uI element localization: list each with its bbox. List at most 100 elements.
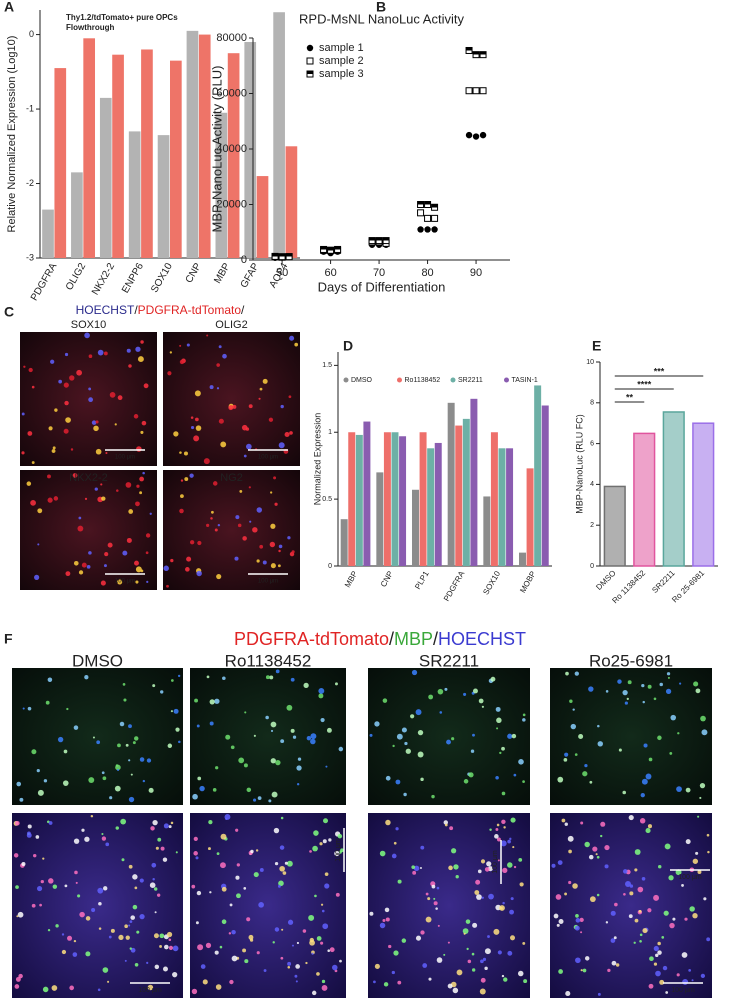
cell: [128, 924, 131, 927]
cell: [114, 785, 121, 792]
cell: [479, 988, 486, 995]
cell: [64, 884, 68, 888]
y-tick-label: 0: [241, 254, 247, 266]
point: [472, 51, 480, 59]
x-tick-label: ENPP6: [120, 261, 146, 295]
cell: [272, 941, 275, 944]
cell: [91, 908, 96, 913]
cell: [114, 423, 117, 426]
cell: [564, 822, 568, 826]
cell: [151, 862, 157, 868]
cell: [270, 721, 277, 728]
cell: [379, 850, 386, 857]
cell: [328, 838, 332, 842]
cell: [42, 857, 45, 860]
cell: [518, 857, 523, 862]
cell: [231, 929, 236, 935]
point: [320, 245, 328, 253]
cell: [685, 839, 691, 845]
cell: [624, 881, 631, 888]
cell: [92, 736, 95, 739]
cell: [522, 713, 526, 717]
image-label: NG2: [220, 472, 243, 484]
cell: [658, 864, 662, 869]
cell: [15, 885, 19, 889]
cell: [597, 724, 600, 728]
x-tick-label: 90: [470, 267, 482, 279]
cell: [681, 884, 684, 887]
cell: [513, 773, 517, 777]
bar: [42, 209, 54, 258]
cell: [478, 698, 484, 704]
cell: [269, 675, 274, 680]
cell: [134, 886, 138, 890]
cell: [579, 917, 584, 923]
cell: [484, 948, 491, 955]
cell: [296, 765, 302, 771]
bar: [186, 30, 199, 259]
cell: [256, 507, 263, 513]
cell: [148, 787, 154, 793]
bar: [541, 405, 549, 566]
cell: [259, 868, 264, 872]
panel-letter: E: [592, 338, 601, 354]
cell: [212, 481, 218, 486]
cell: [248, 934, 254, 940]
cell: [26, 481, 32, 486]
cell: [149, 512, 152, 515]
cell: [95, 420, 99, 424]
cell: [64, 352, 69, 357]
cell: [169, 351, 173, 354]
cell: [433, 901, 438, 906]
header-part: MBP: [394, 629, 433, 649]
cell: [582, 771, 588, 777]
cell: [495, 775, 499, 780]
cell: [51, 985, 58, 991]
y-tick-label: 0: [29, 29, 34, 39]
bar: [215, 112, 228, 258]
cell: [511, 733, 517, 739]
cell: [196, 570, 202, 577]
cell: [627, 680, 632, 685]
cell: [255, 849, 259, 852]
cell: [212, 788, 217, 792]
cell: [497, 859, 500, 862]
cell: [519, 882, 524, 887]
cell: [274, 927, 280, 932]
image-background: [163, 470, 300, 590]
cell: [645, 828, 651, 834]
cell: [97, 988, 101, 992]
cell: [126, 348, 131, 353]
y-axis-label: MBP-NanoLuc Activity (RLU): [209, 66, 224, 233]
cell: [447, 941, 450, 944]
bar: [355, 434, 363, 566]
y-tick-label: -3: [26, 252, 34, 262]
cell: [228, 405, 234, 411]
cell: [36, 885, 43, 892]
cell: [117, 395, 123, 401]
cell: [63, 428, 69, 434]
cell: [34, 574, 40, 580]
cell: [676, 973, 680, 977]
cell: [175, 727, 180, 732]
cell: [385, 917, 390, 922]
cell: [295, 980, 298, 983]
cell: [397, 879, 402, 884]
cell: [641, 683, 645, 688]
legend-label: TASIN-1: [512, 377, 538, 384]
cell: [121, 858, 125, 862]
cell: [37, 789, 44, 796]
cell: [691, 979, 694, 982]
bar: [526, 468, 534, 566]
cell: [234, 556, 239, 561]
cell: [54, 408, 58, 412]
cell: [102, 967, 109, 973]
cell: [110, 928, 115, 933]
cell: [417, 729, 424, 736]
legend-label: SR2211: [458, 377, 483, 384]
cell: [135, 501, 140, 507]
cell: [78, 516, 82, 520]
x-tick-label: PLP1: [413, 569, 431, 591]
cell: [149, 882, 156, 889]
cell: [665, 991, 669, 994]
